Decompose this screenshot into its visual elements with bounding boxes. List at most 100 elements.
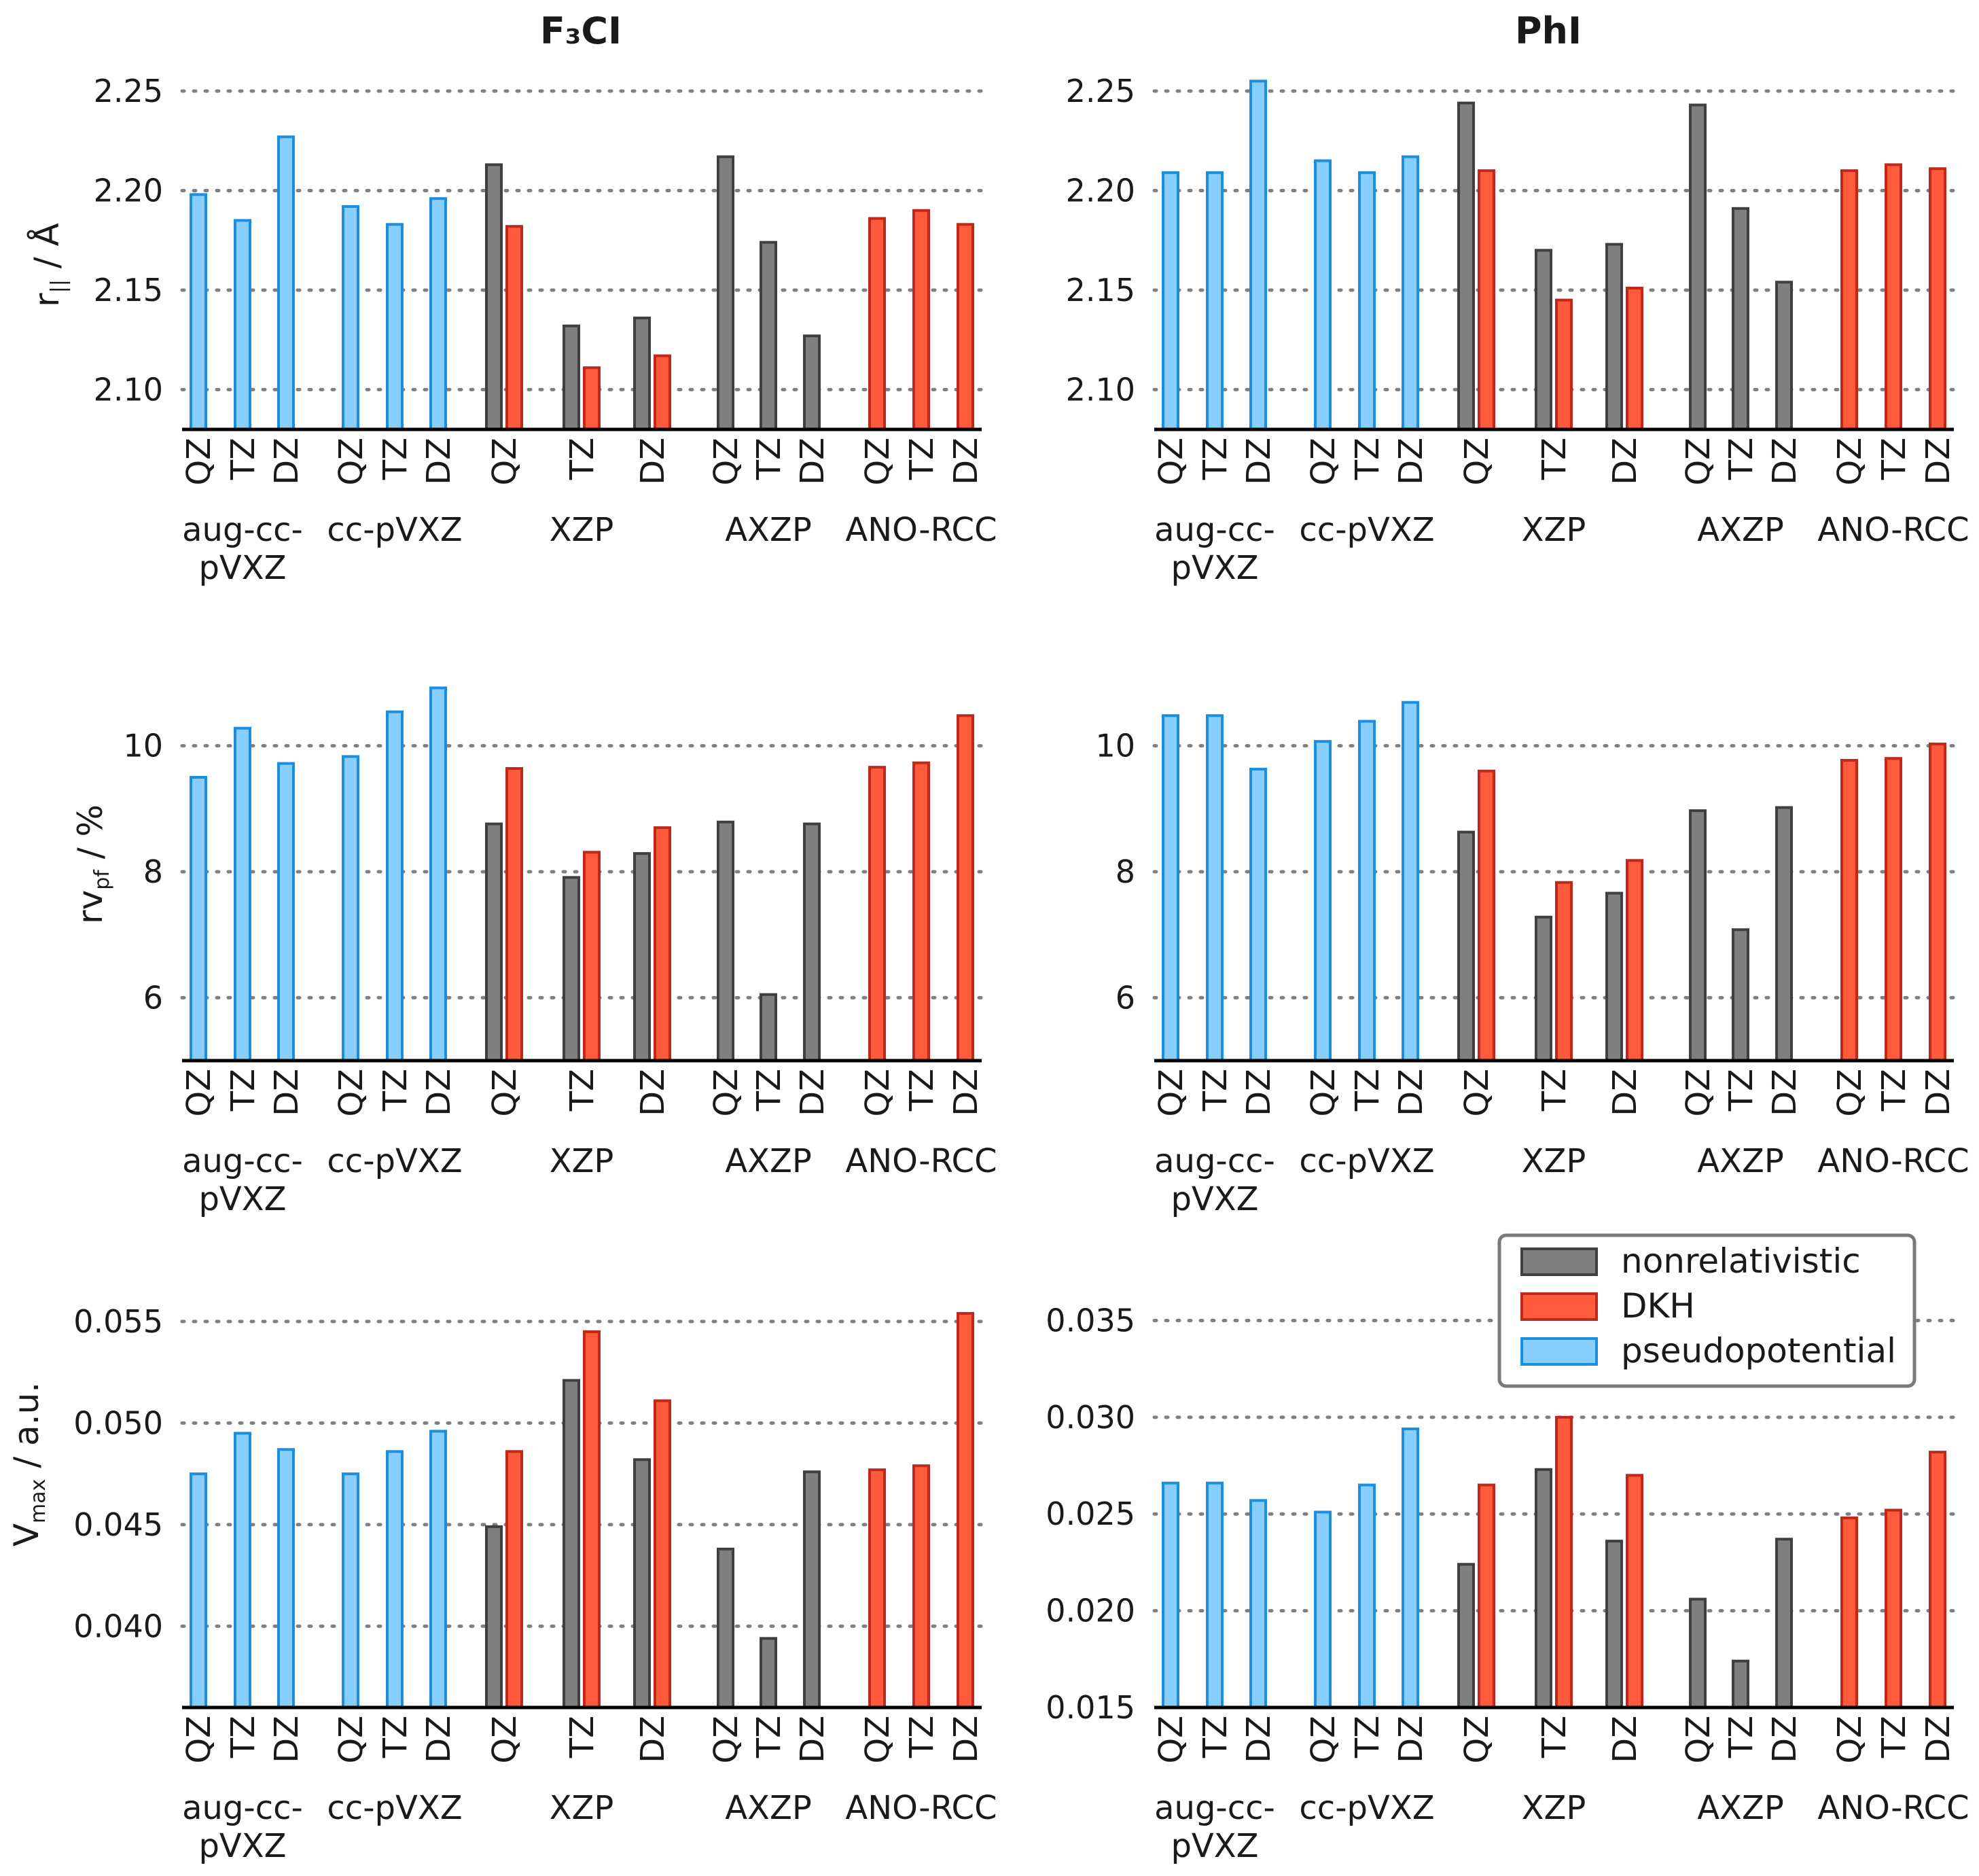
bar-nonrelativistic-xzp-qz: [485, 822, 503, 1063]
bar-pseudopotential: [429, 1430, 447, 1710]
category-label: TZ: [903, 1069, 941, 1112]
svg-text:rvpf / %: rvpf / %: [71, 804, 114, 924]
bar-dkh-xzp-dz: [1626, 859, 1643, 1062]
category-label: TZ: [1722, 1069, 1760, 1112]
group-label: AXZP: [725, 1142, 812, 1180]
category-label: DZ: [947, 1069, 985, 1116]
bar-pseudopotential: [1249, 767, 1267, 1063]
ylabel-v-base: V: [7, 1523, 46, 1546]
group-label: pVXZ: [1171, 1827, 1258, 1865]
category-label: DZ: [1606, 1069, 1644, 1116]
bar-dkh-xzp-tz: [583, 851, 601, 1062]
category-label: TZ: [224, 1069, 262, 1112]
bar-dkh-xzp-tz: [1555, 298, 1573, 431]
bar-dkh-xzp-dz: [654, 1399, 671, 1709]
category-label: TZ: [1722, 438, 1760, 480]
bar-nonrelativistic-xzp-tz: [1535, 915, 1552, 1062]
bar-dkh-ano-rcc-tz: [1885, 757, 1902, 1062]
bar-dkh-xzp-qz: [505, 225, 523, 431]
bar-nonrelativistic-xzp-qz: [1457, 830, 1475, 1062]
category-label: TZ: [1349, 1716, 1387, 1758]
category-label: QZ: [1152, 1716, 1190, 1764]
bar-nonrelativistic-xzp-dz: [1605, 891, 1623, 1063]
category-label: QZ: [332, 1716, 370, 1764]
category-label: DZ: [1240, 438, 1278, 485]
y-tick-label: 0.040: [73, 1608, 163, 1644]
y-tick-label: 10: [1095, 728, 1135, 764]
bar-nonrelativistic-axzp-dz: [1775, 1538, 1793, 1709]
group-label: cc-pVXZ: [1299, 511, 1434, 549]
bar-dkh-xzp-tz: [583, 1330, 601, 1709]
category-label: QZ: [1679, 1069, 1717, 1117]
bar-nonrelativistic-axzp-dz: [803, 334, 821, 431]
bar-pseudopotential: [1206, 714, 1224, 1062]
bar-nonrelativistic-xzp-tz: [563, 876, 580, 1062]
ylabel-v: Vmax / a.u.: [7, 1382, 50, 1546]
category-label: DZ: [1766, 1069, 1804, 1116]
category-label: TZ: [1196, 1716, 1234, 1758]
group-label: ANO-RCC: [845, 1142, 997, 1180]
bar-pseudopotential: [342, 1472, 359, 1709]
category-label: QZ: [1304, 438, 1342, 486]
bar-dkh-ano-rcc-dz: [957, 1311, 974, 1709]
category-label: DZ: [1919, 438, 1957, 485]
category-label: DZ: [1606, 1716, 1644, 1763]
bar-dkh-ano-rcc-qz: [868, 217, 886, 431]
bar-dkh-ano-rcc-dz: [957, 223, 974, 431]
bar-nonrelativistic-axzp-dz: [803, 1470, 821, 1709]
bar-pseudopotential: [1162, 714, 1179, 1062]
group-label: pVXZ: [198, 1827, 286, 1865]
group-label: ANO-RCC: [1817, 511, 1969, 549]
group-label: cc-pVXZ: [327, 1789, 462, 1827]
group-label: ANO-RCC: [845, 511, 997, 549]
group-label: AXZP: [725, 511, 812, 549]
category-label: QZ: [859, 438, 897, 486]
category-label: DZ: [268, 438, 306, 485]
legend-frame: [1497, 1233, 1916, 1388]
y-tick-label: 0.050: [73, 1404, 163, 1441]
bar-nonrelativistic-xzp-tz: [1535, 1468, 1552, 1710]
bar-dkh-xzp-tz: [583, 366, 601, 431]
bar-dkh-ano-rcc-qz: [1840, 758, 1858, 1062]
bar-pseudopotential: [1358, 171, 1376, 431]
group-label: ANO-RCC: [845, 1789, 997, 1827]
bar-dkh-xzp-qz: [505, 1450, 523, 1709]
category-label: DZ: [947, 1716, 985, 1763]
ylabel-r-unit: / Å: [27, 223, 67, 279]
category-label: QZ: [1679, 1716, 1717, 1764]
bar-pseudopotential: [190, 776, 207, 1062]
ylabel-rv: rvpf / %: [71, 804, 114, 924]
category-label: TZ: [903, 438, 941, 480]
bar-nonrelativistic-xzp-dz: [1605, 1540, 1623, 1709]
bar-dkh-xzp-qz: [1478, 169, 1495, 431]
bar-dkh-xzp-tz: [1555, 1415, 1573, 1710]
category-label: DZ: [1240, 1069, 1278, 1116]
category-label: QZ: [332, 438, 370, 486]
category-label: DZ: [268, 1716, 306, 1763]
legend-label-dkh: DKH: [1621, 1286, 1695, 1326]
bar-nonrelativistic-axzp-dz: [1775, 806, 1793, 1062]
category-label: TZ: [376, 1716, 414, 1758]
group-label: AXZP: [725, 1789, 812, 1827]
bar-pseudopotential: [277, 1448, 295, 1710]
y-tick-label: 2.20: [1066, 172, 1135, 209]
bar-pseudopotential: [386, 1450, 404, 1709]
bar-nonrelativistic-axzp-qz: [717, 155, 734, 431]
bar-pseudopotential: [1314, 740, 1332, 1063]
bar-pseudopotential: [190, 193, 207, 431]
y-tick-label: 10: [123, 728, 163, 764]
y-tick-label: 0.045: [73, 1506, 163, 1543]
y-tick-label: 2.15: [1066, 272, 1135, 308]
y-tick-label: 0.035: [1046, 1302, 1135, 1339]
y-tick-label: 2.25: [94, 73, 163, 109]
bar-pseudopotential: [234, 726, 251, 1062]
category-label: TZ: [1535, 1069, 1573, 1112]
legend-swatch-nonrelativistic: [1520, 1247, 1598, 1276]
category-label: QZ: [1458, 1716, 1496, 1764]
category-label: DZ: [1766, 438, 1804, 485]
y-tick-label: 2.10: [94, 371, 163, 408]
bar-nonrelativistic-xzp-tz: [1535, 249, 1552, 431]
bar-nonrelativistic-xzp-qz: [1457, 101, 1475, 431]
